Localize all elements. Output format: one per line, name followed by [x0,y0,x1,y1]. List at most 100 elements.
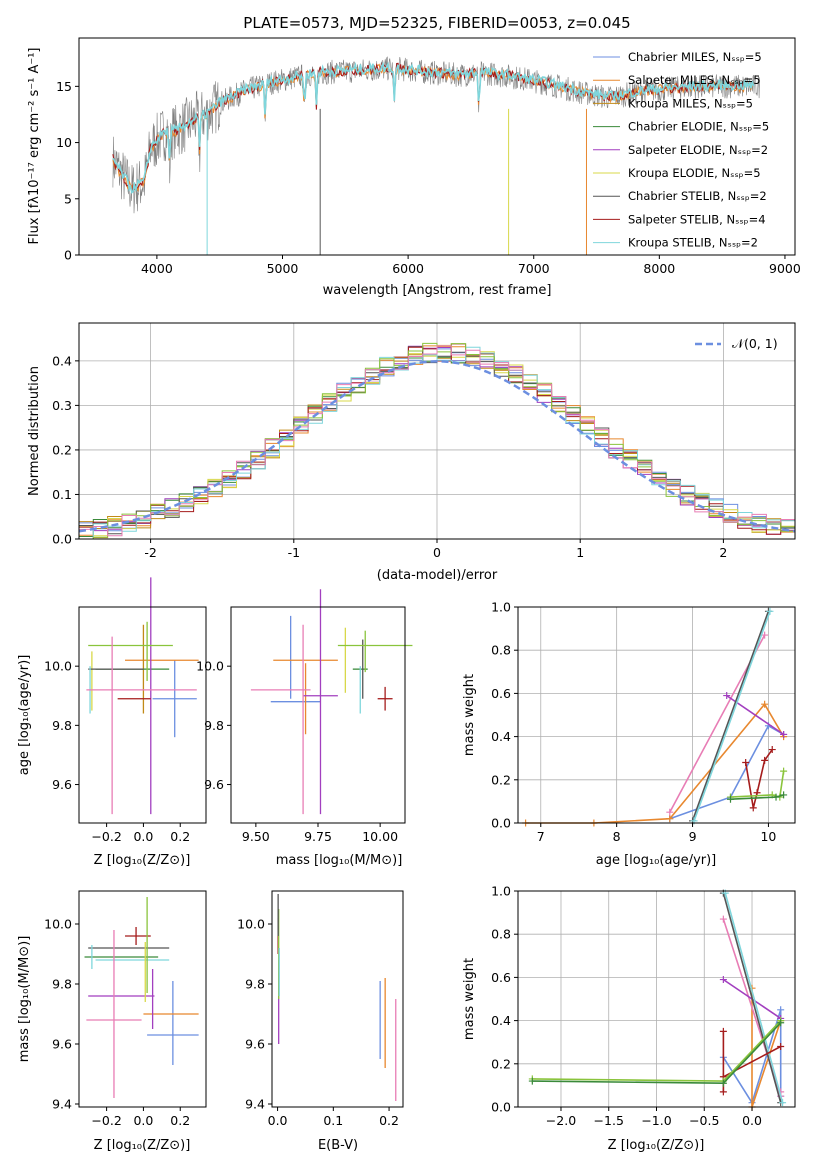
y-tick-label: 1.0 [491,884,511,899]
x-tick-label: 9.75 [304,829,332,844]
weight-series-line [691,611,770,822]
weight-age-xlabel: age [log₁₀(age/yr)] [596,853,717,868]
mass-ebv-frame [271,890,404,1108]
y-tick-label: 0.6 [491,970,511,985]
y-tick-label: 0.3 [52,398,72,413]
weight-marker [761,631,769,639]
weight-series-line [693,611,771,822]
y-tick-label: 9.6 [52,777,72,792]
residual-xlabel: (data-model)/error [377,568,498,583]
weight-z-xlabel: Z [log₁₀(Z/Z⊙)] [608,1138,705,1153]
spectrum-model-line [112,61,755,195]
weight-marker [761,700,769,708]
legend-entry: Chabrier MILES, Nₛₛₚ=5 [628,50,762,64]
normal-curve [78,360,796,533]
x-tick-label: 0.2 [379,1113,399,1128]
age-z-frame [78,606,207,824]
weight-marker [666,808,674,816]
weight-series-line [724,892,784,1103]
y-tick-label: 9.8 [52,718,72,733]
weight-marker [780,730,788,738]
x-tick-label: 10 [760,829,776,844]
legend-entry: Salpeter MILES, Nₛₛₚ=5 [628,73,761,87]
age-vs-metallicity-panel: −0.2 0.0 0.2 9.6 9.8 10.0 Z [log₁₀(Z/Z⊙)] age… [17,577,207,868]
legend-entry: Chabrier STELIB, Nₛₛₚ=2 [628,189,767,203]
x-tick-label: 5000 [267,261,299,276]
weight-age-frame [517,606,796,824]
mass-z-ylabel: mass [log₁₀(M/M⊙)] [17,936,32,1063]
weight-marker [777,1006,785,1014]
y-tick-label: 9.6 [52,1037,72,1052]
weight-marker [666,815,674,823]
residual-panel: -2 -1 0 1 2 0.0 0.1 0.2 0.3 0.4 (data-model)/erro… [27,322,796,583]
x-tick-label: 0 [433,545,441,560]
weight-age-ylabel: mass weight [462,674,477,756]
weight-marker [719,915,727,923]
legend-entry: Kroupa STELIB, Nₛₛₚ=2 [628,236,758,250]
legend-entry: Salpeter ELODIE, Nₛₛₚ=2 [628,143,768,157]
y-tick-label: 0.2 [491,772,511,787]
age-z-xlabel: Z [log₁₀(Z/Z⊙)] [94,853,191,868]
weight-marker [749,804,757,812]
residual-legend: 𝒩(0, 1) [695,336,778,351]
x-tick-label: 0.0 [133,1113,153,1128]
weight-vs-age-panel: 7 8 9 10 0.0 0.2 0.4 0.6 0.8 1.0 age [log₁₀(age/y… [462,600,796,868]
y-tick-label: 0.2 [52,442,72,457]
legend-entry: Kroupa MILES, Nₛₛₚ=5 [628,96,753,110]
x-tick-label: 6000 [392,261,424,276]
weight-series-line [722,892,782,1103]
spectrum-ylabel: Flux [fλ10⁻¹⁷ erg cm⁻² s⁻¹ A⁻¹] [27,48,42,245]
y-tick-label: 10 [56,135,72,150]
legend-entry: Kroupa ELODIE, Nₛₛₚ=5 [628,166,761,180]
weight-marker [780,767,788,775]
y-tick-label: 0.6 [491,686,511,701]
y-tick-label: 0.4 [52,353,72,368]
residual-ylabel: Normed distribution [27,366,42,496]
age-z-ylabel: age [log₁₀(age/yr)] [17,655,32,776]
spectrum-title: PLATE=0573, MJD=52325, FIBERID=0053, z=0… [243,14,630,32]
x-tick-label: 9.50 [242,829,270,844]
x-tick-label: −2.0 [546,1113,576,1128]
weight-marker [528,1077,536,1085]
residual-histogram [79,346,795,540]
legend-entry: Salpeter STELIB, Nₛₛₚ=4 [628,212,766,226]
x-tick-label: −1.5 [594,1113,624,1128]
x-tick-label: 0.0 [133,829,153,844]
y-tick-label: 0.0 [52,532,72,547]
normal-legend-label: 𝒩(0, 1) [732,336,778,351]
spectrum-xlabel: wavelength [Angstrom, rest frame] [323,283,552,298]
weight-marker [768,746,776,754]
legend-entry: Chabrier ELODIE, Nₛₛₚ=5 [628,120,769,134]
y-tick-label: 5 [64,191,72,206]
x-tick-label: -2 [144,545,156,560]
y-tick-label: 0.0 [491,1100,511,1115]
y-tick-label: 10.0 [196,659,224,674]
weight-marker [777,1043,785,1051]
weight-marker [719,1079,727,1087]
x-tick-label: 8 [613,829,621,844]
y-tick-label: 9.6 [204,777,224,792]
y-tick-label: 0.8 [491,927,511,942]
weight-marker [779,1099,787,1107]
x-tick-label: 7000 [518,261,550,276]
residual-histogram [78,345,795,539]
spectrum-legend: Chabrier MILES, Nₛₛₚ=5 Salpeter MILES, Nₛ… [593,50,769,250]
x-tick-label: 1 [576,545,584,560]
weight-marker [719,1027,727,1035]
y-tick-label: 9.6 [245,1037,265,1052]
weight-marker [742,759,750,767]
y-tick-label: 0.0 [491,816,511,831]
mass-ebv-xlabel: E(B-V) [318,1138,358,1153]
age-mass-xlabel: mass [log₁₀(M/M⊙)] [276,853,403,868]
x-tick-label: 7 [537,829,545,844]
x-tick-label: 10.00 [362,829,398,844]
weight-marker [780,791,788,799]
x-tick-label: 0.2 [170,1113,190,1128]
y-tick-label: 0.8 [491,643,511,658]
x-tick-label: −0.2 [91,829,121,844]
x-tick-label: 8000 [643,261,675,276]
y-tick-label: 9.4 [52,1097,72,1112]
y-tick-label: 9.4 [245,1097,265,1112]
y-tick-label: 0.1 [52,487,72,502]
